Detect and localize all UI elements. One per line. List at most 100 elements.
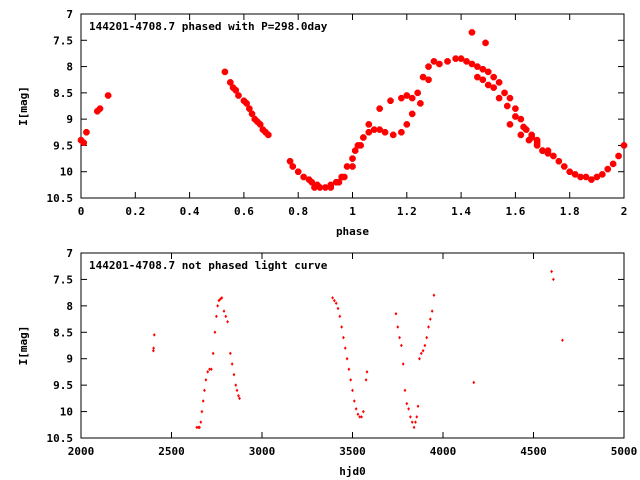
data-point	[331, 296, 334, 300]
data-point	[501, 89, 508, 97]
data-point	[203, 388, 206, 393]
data-point	[409, 415, 412, 419]
y-tick-label: 10.5	[47, 432, 74, 445]
data-point	[360, 415, 363, 419]
data-point	[214, 314, 218, 319]
x-tick-label: 4500	[520, 445, 547, 458]
data-point	[238, 396, 241, 401]
data-point	[495, 79, 503, 86]
data-point	[248, 110, 256, 118]
data-point	[230, 362, 234, 366]
data-point	[300, 173, 307, 181]
data-point	[217, 298, 221, 303]
data-point	[539, 147, 546, 154]
data-point	[199, 420, 203, 424]
y-tick-label: 9	[66, 113, 73, 126]
data-point	[152, 346, 155, 350]
data-point	[512, 105, 519, 112]
data-point	[517, 115, 525, 123]
data-point	[234, 383, 238, 387]
data-point	[204, 378, 208, 382]
data-point	[83, 129, 90, 136]
data-point	[351, 388, 354, 393]
data-point	[387, 97, 394, 104]
data-point	[227, 79, 234, 86]
x-axis-label: hjd0	[339, 465, 366, 478]
data-point	[201, 399, 205, 403]
y-tick-label: 10.5	[47, 192, 74, 205]
data-point	[495, 94, 503, 102]
data-point	[485, 68, 492, 76]
data-point	[405, 401, 409, 406]
data-point	[506, 94, 514, 102]
y-tick-label: 8.5	[53, 326, 73, 339]
data-point	[410, 420, 414, 424]
data-point	[403, 121, 411, 128]
data-point	[430, 309, 434, 313]
data-point	[416, 404, 420, 409]
data-point	[265, 131, 272, 139]
data-point	[334, 301, 338, 305]
data-point	[222, 309, 226, 313]
y-tick-label: 9	[66, 353, 73, 366]
data-point	[428, 317, 432, 321]
data-point	[403, 92, 411, 99]
data-point	[408, 94, 416, 102]
data-point	[398, 129, 405, 136]
data-point	[615, 152, 622, 160]
data-point	[401, 362, 405, 366]
data-point	[104, 92, 112, 99]
data-point	[604, 165, 611, 173]
data-point	[338, 314, 342, 319]
data-point	[444, 58, 451, 65]
data-point	[376, 126, 383, 133]
data-point	[398, 335, 401, 340]
data-series	[77, 29, 628, 191]
data-point	[232, 86, 240, 94]
y-tick-label: 10	[60, 166, 73, 179]
data-point	[213, 330, 217, 335]
data-point	[80, 139, 87, 147]
data-point	[349, 163, 356, 170]
data-point	[389, 131, 397, 139]
x-tick-label: 5000	[611, 445, 638, 458]
data-point	[609, 160, 617, 168]
data-point	[209, 367, 213, 372]
x-tick-label: 1.2	[397, 205, 417, 218]
data-point	[256, 121, 264, 128]
data-point	[452, 55, 459, 62]
x-tick-label: 1.8	[560, 205, 580, 218]
panel-2: 2000 2500 3000 3500 4000 4500 5000 7 7.5 8 8.5 9 9.5…	[17, 247, 637, 478]
y-tick-label: 8	[66, 300, 73, 313]
data-point	[220, 296, 224, 300]
data-point	[358, 415, 362, 419]
data-point	[528, 131, 535, 139]
data-point	[336, 306, 340, 311]
data-point	[472, 380, 476, 385]
data-point	[599, 171, 606, 178]
data-point	[349, 155, 356, 162]
data-point	[414, 89, 421, 97]
y-axis-label: I[mag]	[17, 86, 30, 126]
data-point	[322, 184, 329, 191]
y-axis-label: I[mag]	[17, 326, 30, 366]
data-point	[370, 126, 378, 133]
data-point	[96, 105, 104, 112]
data-point	[365, 121, 373, 128]
x-tick-label: 1.4	[451, 205, 471, 218]
y-tick-label: 9.5	[53, 139, 73, 152]
x-tick-label: 2000	[68, 445, 95, 458]
x-tick-label: 1.6	[505, 205, 525, 218]
data-point	[360, 134, 367, 141]
data-point	[333, 298, 336, 303]
data-point	[588, 176, 595, 183]
x-tick-label: 3500	[339, 445, 366, 458]
data-point	[349, 378, 353, 382]
data-point	[571, 171, 579, 178]
data-point	[243, 100, 250, 107]
plot-frame	[80, 13, 625, 199]
data-point	[512, 113, 519, 120]
y-tick-label: 7.5	[53, 34, 73, 47]
data-point	[206, 370, 210, 374]
x-tick-label: 1	[349, 205, 356, 218]
